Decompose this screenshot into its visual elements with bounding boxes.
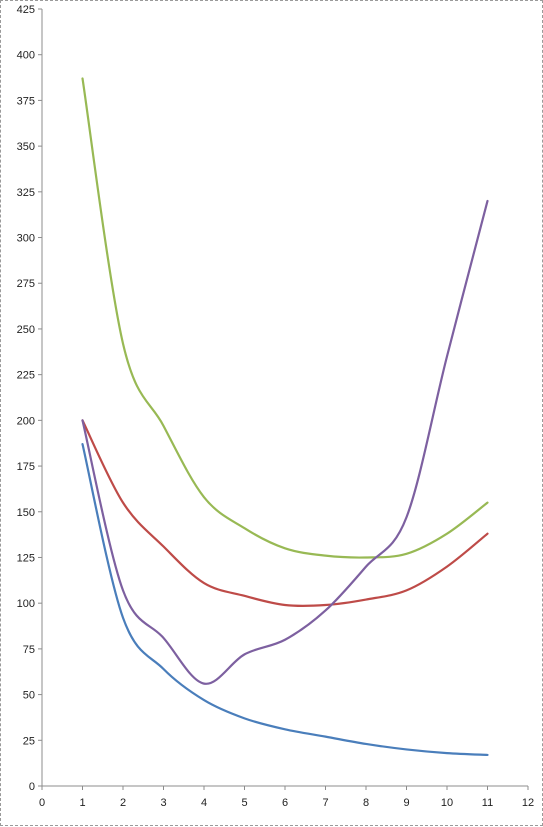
y-tick-label: 175 — [17, 461, 35, 473]
x-tick-label: 12 — [522, 797, 534, 809]
x-tick-label: 0 — [39, 797, 45, 809]
series-line-1 — [81, 443, 489, 757]
y-tick-label: 375 — [17, 95, 35, 107]
y-tick-label: 400 — [17, 50, 35, 62]
x-tick-label: 5 — [241, 797, 247, 809]
x-tick-label: 4 — [201, 797, 207, 809]
series-line-2 — [81, 419, 489, 608]
x-tick-label: 7 — [322, 797, 328, 809]
y-tick-label: 125 — [17, 552, 35, 564]
y-tick-label: 0 — [29, 781, 35, 793]
y-tick-label: 225 — [17, 370, 35, 382]
series-lines — [81, 77, 489, 757]
y-tick-label: 25 — [23, 735, 35, 747]
y-tick-label: 200 — [17, 415, 35, 427]
y-tick-label: 100 — [17, 598, 35, 610]
y-tick-label: 250 — [17, 324, 35, 336]
y-tick-label: 425 — [17, 4, 35, 16]
x-tick-label: 2 — [120, 797, 126, 809]
series-line-3 — [81, 77, 489, 559]
y-tick-label: 325 — [17, 187, 35, 199]
series-line-4 — [81, 199, 489, 685]
y-tick-label: 275 — [17, 278, 35, 290]
x-tick-label: 3 — [160, 797, 166, 809]
y-tick-label: 300 — [17, 233, 35, 245]
y-tick-label: 50 — [23, 690, 35, 702]
y-tick-label: 350 — [17, 141, 35, 153]
y-tick-label: 75 — [23, 644, 35, 656]
x-tick-label: 6 — [282, 797, 288, 809]
x-tick-label: 1 — [79, 797, 85, 809]
y-tick-label: 150 — [17, 507, 35, 519]
x-axis: 0 1 2 3 4 5 6 7 8 9 10 11 12 — [39, 785, 534, 809]
y-axis: 0 25 50 75 100 125 150 175 200 225 250 275 300 325 350… — [17, 4, 43, 793]
x-tick-label: 10 — [441, 797, 453, 809]
x-tick-label: 8 — [363, 797, 369, 809]
x-tick-label: 11 — [482, 797, 493, 809]
x-tick-label: 9 — [403, 797, 409, 809]
